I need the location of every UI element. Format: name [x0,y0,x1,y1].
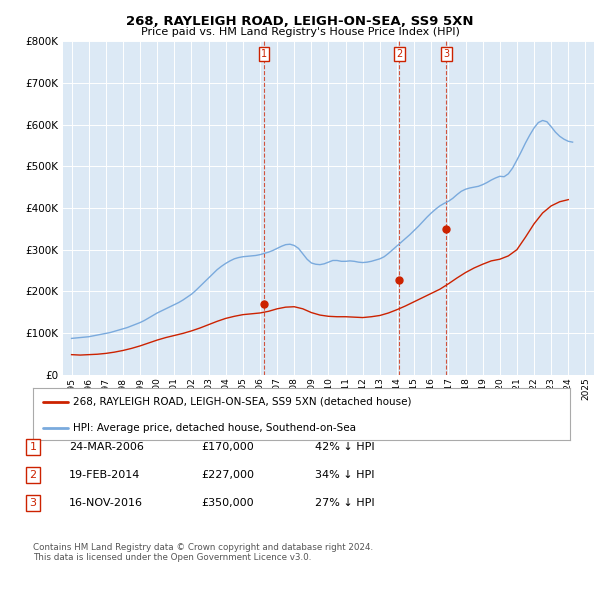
Text: 1: 1 [29,442,37,451]
Text: HPI: Average price, detached house, Southend-on-Sea: HPI: Average price, detached house, Sout… [73,423,356,433]
Text: 42% ↓ HPI: 42% ↓ HPI [315,442,374,451]
Text: Price paid vs. HM Land Registry's House Price Index (HPI): Price paid vs. HM Land Registry's House … [140,27,460,37]
Text: 34% ↓ HPI: 34% ↓ HPI [315,470,374,480]
Text: Contains HM Land Registry data © Crown copyright and database right 2024.: Contains HM Land Registry data © Crown c… [33,543,373,552]
Text: 2: 2 [29,470,37,480]
Text: This data is licensed under the Open Government Licence v3.0.: This data is licensed under the Open Gov… [33,553,311,562]
Text: 19-FEB-2014: 19-FEB-2014 [69,470,140,480]
Text: 27% ↓ HPI: 27% ↓ HPI [315,499,374,508]
Text: 3: 3 [443,49,449,59]
Text: 24-MAR-2006: 24-MAR-2006 [69,442,144,451]
Text: 2: 2 [396,49,403,59]
Text: 16-NOV-2016: 16-NOV-2016 [69,499,143,508]
Text: £350,000: £350,000 [201,499,254,508]
Text: 268, RAYLEIGH ROAD, LEIGH-ON-SEA, SS9 5XN (detached house): 268, RAYLEIGH ROAD, LEIGH-ON-SEA, SS9 5X… [73,396,412,407]
Text: £227,000: £227,000 [201,470,254,480]
Text: 268, RAYLEIGH ROAD, LEIGH-ON-SEA, SS9 5XN: 268, RAYLEIGH ROAD, LEIGH-ON-SEA, SS9 5X… [126,15,474,28]
Text: 3: 3 [29,499,37,508]
Text: 1: 1 [260,49,267,59]
Text: £170,000: £170,000 [201,442,254,451]
